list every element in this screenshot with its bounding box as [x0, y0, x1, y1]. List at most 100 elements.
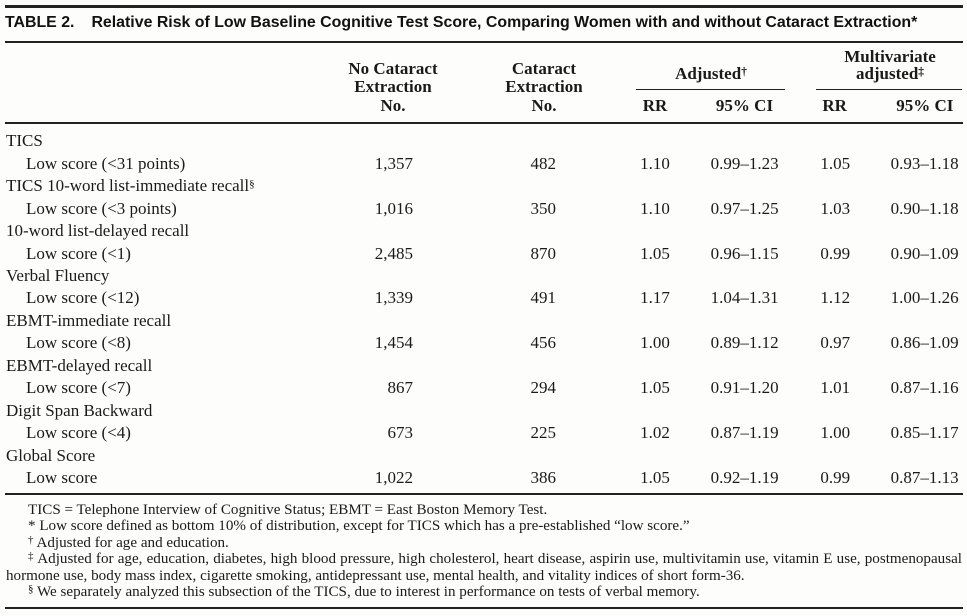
header-adjusted-label: Adjusted — [675, 64, 742, 83]
rule-below-title — [5, 40, 963, 43]
table-group-row: 10-word list-delayed recall — [0, 220, 967, 242]
rule-below-header — [5, 121, 963, 124]
cell-adjusted-rr: 1.17 — [640, 288, 670, 308]
cell-cataract-count: 491 — [530, 288, 557, 308]
table-row: Low score (<8) 1,454 456 1.00 0.89–1.12 0.97 0… — [0, 332, 967, 354]
cell-cataract-count: 350 — [530, 198, 557, 218]
cell-multivariate-rr: 1.01 — [820, 378, 851, 398]
cell-cataract-count: 294 — [530, 378, 557, 398]
row-label: Low score (<3 points) — [26, 198, 177, 218]
footnote: TICS = Telephone Interview of Cognitive … — [28, 501, 548, 518]
cell-no-cataract-count: 1,022 — [374, 467, 413, 487]
cell-multivariate-ci: 0.90–1.09 — [890, 243, 959, 263]
header-adjusted-ci: 95% CI — [715, 96, 774, 115]
cell-adjusted-rr: 1.05 — [640, 467, 670, 487]
header-multivariate-ci: 95% CI — [896, 96, 954, 115]
header-line: adjusted — [855, 64, 919, 83]
cell-multivariate-rr: 0.99 — [820, 243, 851, 263]
header-line: Multivariate — [844, 46, 936, 66]
cell-adjusted-rr: 1.05 — [640, 378, 670, 398]
cell-multivariate-rr: 1.12 — [820, 288, 851, 308]
header-no-cataract-extraction: No Cataract Extraction No. — [313, 58, 473, 116]
cell-adjusted-rr: 1.00 — [640, 333, 670, 353]
header-cataract-extraction: Cataract Extraction No. — [464, 59, 624, 116]
footnote: * Low score defined as bottom 10% of dis… — [28, 518, 690, 535]
cell-multivariate-rr: 0.99 — [820, 467, 851, 487]
table-body: TICS Low score (<31 points) 1,357 482 1.10 0.… — [0, 130, 967, 489]
table-row: Low score (<4) 673 225 1.02 0.87–1.19 1.00 0.8… — [0, 422, 967, 444]
cell-cataract-count: 482 — [530, 153, 557, 173]
row-label: EBMT-delayed recall — [6, 355, 153, 375]
cell-cataract-count: 225 — [530, 423, 557, 443]
footnote: § We separately analyzed this subsection… — [28, 583, 700, 601]
cell-multivariate-rr: 1.00 — [820, 423, 851, 443]
table-group-row: TICS — [0, 130, 967, 152]
header-adjusted: Adjusted† — [631, 64, 791, 84]
cell-adjusted-ci: 0.96–1.15 — [710, 243, 779, 263]
footnote: † Adjusted for age and education. — [28, 533, 229, 551]
cell-adjusted-rr: 1.10 — [640, 198, 670, 218]
cell-cataract-count: 870 — [530, 243, 557, 263]
cell-no-cataract-count: 1,016 — [374, 198, 413, 218]
header-line: No. — [531, 95, 557, 115]
header-line: Extraction — [354, 77, 432, 97]
cell-multivariate-ci: 0.87–1.13 — [890, 467, 959, 487]
cell-adjusted-ci: 0.89–1.12 — [710, 333, 779, 353]
section-marker: § — [249, 178, 255, 191]
rule-under-adjusted — [636, 88, 785, 90]
table-row: Low score (<12) 1,339 491 1.17 1.04–1.31 1.12… — [0, 287, 967, 309]
cell-cataract-count: 386 — [530, 467, 557, 487]
cell-no-cataract-count: 1,454 — [374, 333, 413, 353]
row-label: Low score (<1) — [26, 243, 131, 263]
table-title-text: Relative Risk of Low Baseline Cognitive … — [91, 13, 918, 31]
cell-no-cataract-count: 673 — [387, 423, 414, 443]
row-label: Low score (<4) — [26, 423, 131, 443]
cell-adjusted-rr: 1.02 — [640, 423, 670, 443]
table-title: TABLE 2. Relative Risk of Low Baseline Co… — [5, 14, 917, 32]
table-group-row: EBMT-delayed recall — [0, 355, 967, 377]
table-group-row: EBMT-immediate recall — [0, 310, 967, 332]
cell-adjusted-ci: 1.04–1.31 — [710, 288, 779, 308]
dagger-marker: † — [741, 65, 747, 78]
row-label: Global Score — [6, 445, 96, 465]
cell-adjusted-ci: 0.92–1.19 — [710, 467, 779, 487]
footnote-marker: § — [28, 583, 34, 596]
header-multivariate-rr: RR — [822, 96, 847, 115]
cell-multivariate-ci: 0.85–1.17 — [890, 423, 959, 443]
footnote-marker: * — [28, 518, 36, 535]
cell-adjusted-ci: 0.91–1.20 — [710, 378, 779, 398]
cell-no-cataract-count: 1,339 — [374, 288, 413, 308]
footnote: ‡ Adjusted for age, education, diabetes,… — [6, 550, 962, 584]
cell-cataract-count: 456 — [530, 333, 557, 353]
footnotes: TICS = Telephone Interview of Cognitive … — [6, 502, 962, 602]
row-label: Digit Span Backward — [6, 400, 153, 420]
row-label: EBMT-immediate recall — [6, 310, 172, 330]
cell-multivariate-ci: 0.90–1.18 — [890, 198, 959, 218]
rule-top — [5, 5, 963, 8]
header-line: Extraction — [505, 77, 583, 97]
row-label: 10-word list-delayed recall — [6, 221, 190, 241]
table-row: Low score (<31 points) 1,357 482 1.10 0.99–1… — [0, 153, 967, 175]
rule-above-footnotes — [5, 493, 963, 495]
row-label: Low score — [26, 467, 98, 487]
row-label: Low score (<31 points) — [26, 153, 186, 173]
table-row: Low score (<7) 867 294 1.05 0.91–1.20 1.01 0.8… — [0, 377, 967, 399]
table-row: Low score (<1) 2,485 870 1.05 0.96–1.15 0.99 0… — [0, 243, 967, 265]
cell-multivariate-rr: 1.05 — [820, 153, 851, 173]
header-adjusted-rr: RR — [642, 96, 668, 115]
row-label: TICS — [6, 131, 43, 151]
cell-adjusted-ci: 0.87–1.19 — [710, 423, 779, 443]
cell-multivariate-rr: 1.03 — [820, 198, 851, 218]
cell-adjusted-rr: 1.10 — [640, 153, 670, 173]
cell-adjusted-ci: 0.99–1.23 — [710, 153, 779, 173]
cell-multivariate-rr: 0.97 — [820, 333, 851, 353]
header-line: No Cataract — [348, 58, 438, 78]
header-line: No. — [380, 95, 406, 115]
row-label: Low score (<7) — [26, 378, 131, 398]
footnote-marker: † — [28, 533, 34, 546]
cell-multivariate-ci: 0.86–1.09 — [890, 333, 959, 353]
cell-multivariate-ci: 1.00–1.26 — [890, 288, 959, 308]
table-row: Low score 1,022 386 1.05 0.92–1.19 0.99 0.87–1… — [0, 467, 967, 489]
footnote-marker: ‡ — [28, 550, 34, 563]
